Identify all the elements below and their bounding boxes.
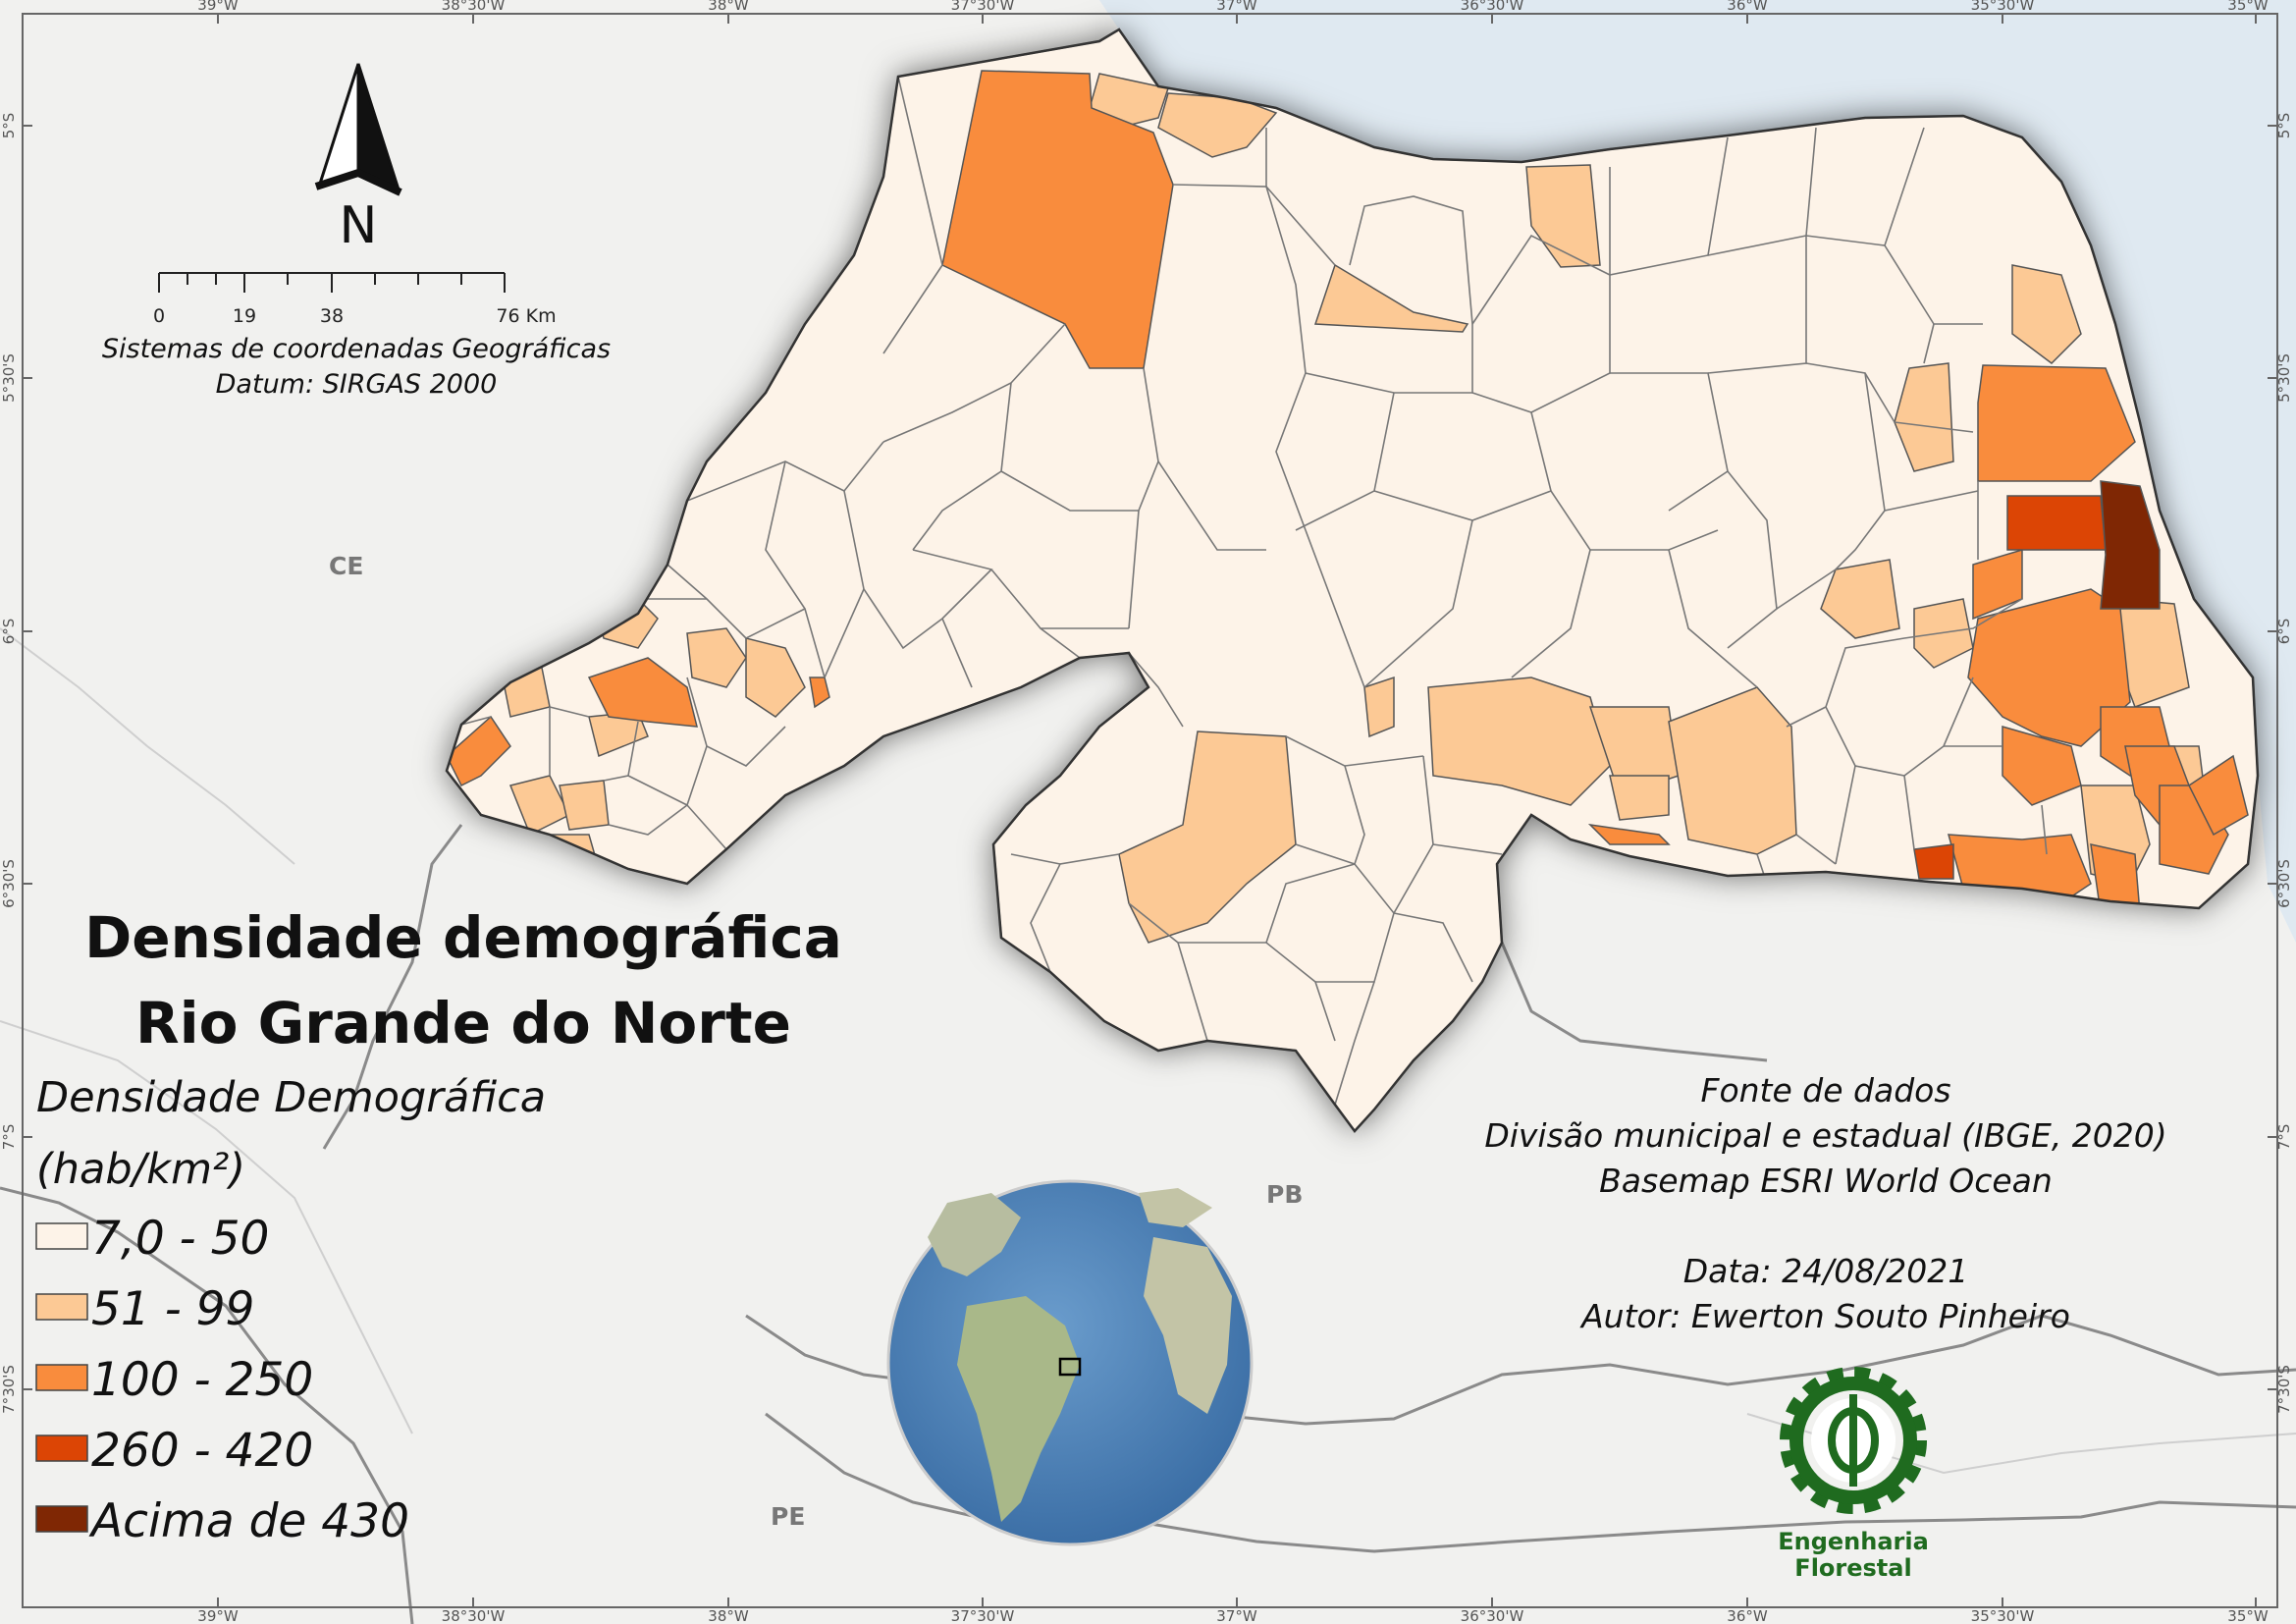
lon-bottom-7: 35°30'W xyxy=(1971,1607,2035,1624)
lon-bottom-5: 36°30'W xyxy=(1461,1607,1524,1624)
scale-label-2: 38 xyxy=(320,305,344,327)
engenharia-florestal-logo: Engenharia Florestal xyxy=(1778,1367,1929,1582)
municipal-boundaries xyxy=(460,76,2048,1106)
state-label-ce: CE xyxy=(329,552,363,580)
north-arrow-icon: N xyxy=(314,63,402,255)
legend-label: 7,0 - 50 xyxy=(91,1212,269,1266)
lat-left-2: 6°S xyxy=(0,619,18,645)
globe-north-america xyxy=(928,1193,1021,1276)
globe-south-america xyxy=(957,1296,1080,1522)
lat-right-5: 7°30'S xyxy=(2275,1365,2293,1414)
lat-right-1: 5°30'S xyxy=(2275,353,2293,403)
lon-top-3: 37°30'W xyxy=(951,0,1015,14)
crs-line-2: Datum: SIRGAS 2000 xyxy=(216,369,498,400)
state-label-pe: PE xyxy=(771,1502,805,1531)
crs-line-1: Sistemas de coordenadas Geográficas xyxy=(102,334,611,364)
map-frame xyxy=(22,13,2278,1608)
lat-right-3: 6°30'S xyxy=(2275,859,2293,908)
globe-europe xyxy=(1139,1188,1212,1227)
map-date: Data: 24/08/2021 xyxy=(1683,1252,1969,1290)
lon-top-6: 36°W xyxy=(1727,0,1768,14)
legend-label: 260 - 420 xyxy=(91,1424,313,1478)
lon-bottom-0: 39°W xyxy=(197,1607,239,1624)
state-outline xyxy=(445,27,2260,1133)
globe-locator-box xyxy=(1058,1357,1082,1377)
legend-label: 51 - 99 xyxy=(91,1282,254,1336)
lat-right-4: 7°S xyxy=(2275,1124,2293,1151)
locator-globe xyxy=(886,1179,1254,1546)
scale-label-0: 0 xyxy=(153,305,165,327)
scale-bar: 0 19 38 76 Km xyxy=(153,272,557,327)
legend-items: 7,0 - 50 51 - 99 100 - 250 260 - 420 Aci… xyxy=(35,1212,409,1548)
scale-label-3: 76 Km xyxy=(496,305,556,327)
legend-item: 51 - 99 xyxy=(35,1282,254,1336)
lon-bottom-8: 35°W xyxy=(2227,1607,2269,1624)
lat-right-2: 6°S xyxy=(2275,619,2293,645)
source-line-2: Basemap ESRI World Ocean xyxy=(1599,1162,2053,1200)
lon-bottom-2: 38°W xyxy=(708,1607,749,1624)
lat-left-5: 7°30'S xyxy=(0,1365,18,1414)
legend: Densidade Demográfica (hab/km²) 7,0 - 50… xyxy=(35,1073,546,1548)
state-label-pb: PB xyxy=(1266,1180,1303,1209)
source-line-1: Divisão municipal e estadual (IBGE, 2020… xyxy=(1484,1116,2166,1155)
phi-gear-icon xyxy=(1780,1367,1927,1514)
lon-top-2: 38°W xyxy=(708,0,749,14)
legend-item: 100 - 250 xyxy=(35,1353,313,1407)
lon-top-8: 35°W xyxy=(2227,0,2269,14)
lon-bottom-4: 37°W xyxy=(1216,1607,1257,1624)
legend-swatch xyxy=(35,1222,88,1250)
lon-top-0: 39°W xyxy=(197,0,239,14)
class-51-99-municipalities xyxy=(500,73,2205,944)
rio-grande-do-norte-state xyxy=(445,27,2260,1133)
map-title-line-2: Rio Grande do Norte xyxy=(135,990,791,1056)
lat-left-1: 5°30'S xyxy=(0,353,18,403)
ocean-area xyxy=(1099,0,2296,943)
logo-line-2: Florestal xyxy=(1794,1554,1911,1582)
map-title-line-1: Densidade demográfica xyxy=(84,904,842,971)
lon-bottom-1: 38°30'W xyxy=(442,1607,506,1624)
logo-line-1: Engenharia xyxy=(1778,1528,1929,1555)
lat-left-3: 6°30'S xyxy=(0,859,18,908)
globe-africa xyxy=(1144,1237,1232,1414)
legend-label: Acima de 430 xyxy=(88,1494,409,1548)
lat-right-0: 5°S xyxy=(2275,113,2293,139)
north-arrow-label: N xyxy=(340,196,378,255)
lon-top-1: 38°30'W xyxy=(442,0,506,14)
lon-top-5: 36°30'W xyxy=(1461,0,1524,14)
lon-bottom-3: 37°30'W xyxy=(951,1607,1015,1624)
credits: Fonte de dados Divisão municipal e estad… xyxy=(1484,1071,2166,1335)
map-author: Autor: Ewerton Souto Pinheiro xyxy=(1579,1297,2070,1335)
lat-left-4: 7°S xyxy=(0,1124,18,1151)
lon-top-4: 37°W xyxy=(1216,0,1257,14)
legend-label: 100 - 250 xyxy=(91,1353,313,1407)
legend-title-line-1: Densidade Demográfica xyxy=(36,1073,546,1122)
legend-swatch xyxy=(35,1364,88,1391)
legend-item: Acima de 430 xyxy=(35,1494,409,1548)
scale-label-1: 19 xyxy=(233,305,256,327)
legend-title-line-2: (hab/km²) xyxy=(36,1145,245,1194)
lon-top-7: 35°30'W xyxy=(1971,0,2035,14)
legend-swatch xyxy=(35,1293,88,1321)
legend-item: 7,0 - 50 xyxy=(35,1212,269,1266)
lon-bottom-6: 36°W xyxy=(1727,1607,1768,1624)
legend-swatch xyxy=(35,1505,88,1533)
lat-left-0: 5°S xyxy=(0,113,18,139)
graticule-ticks xyxy=(23,14,2277,1607)
class-above-430-municipalities xyxy=(2100,480,2161,610)
source-title: Fonte de dados xyxy=(1700,1071,1950,1110)
legend-item: 260 - 420 xyxy=(35,1424,313,1478)
legend-swatch xyxy=(35,1435,88,1462)
